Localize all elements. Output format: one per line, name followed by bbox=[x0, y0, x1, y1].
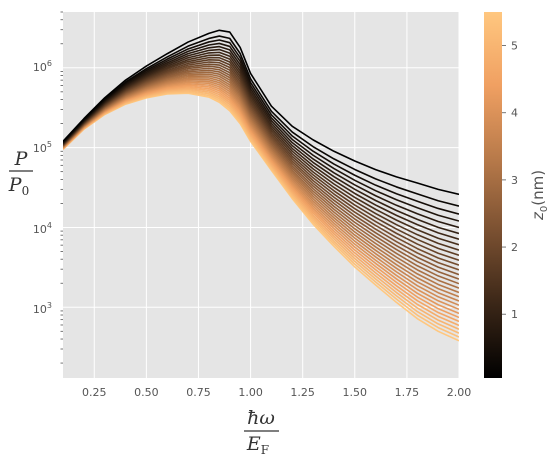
y-tick-label: 104 bbox=[33, 221, 52, 236]
x-tick-label: 1.75 bbox=[395, 386, 420, 399]
x-tick-label: 2.00 bbox=[447, 386, 472, 399]
z0-curve bbox=[63, 61, 459, 261]
z0-curve bbox=[63, 67, 459, 276]
colorbar-tick-label: 5 bbox=[511, 40, 518, 53]
x-tick-label: 0.25 bbox=[82, 386, 107, 399]
plot-area bbox=[63, 12, 459, 378]
z0-curve bbox=[63, 29, 459, 196]
y-tick-label: 103 bbox=[33, 301, 52, 316]
x-label-denominator: EF bbox=[246, 433, 269, 457]
x-tick-label: 1.00 bbox=[238, 386, 263, 399]
z0-curve bbox=[63, 51, 459, 241]
y-label-numerator: P bbox=[14, 148, 29, 170]
y-minor-ticks bbox=[60, 11, 63, 364]
z0-curve bbox=[63, 56, 459, 251]
x-tick-label: 0.75 bbox=[186, 386, 211, 399]
z0-curve bbox=[63, 42, 459, 222]
x-tick-label: 1.25 bbox=[290, 386, 315, 399]
z0-curve bbox=[63, 54, 459, 246]
y-label-denominator: P0 bbox=[8, 174, 29, 198]
y-tick-labels: 103 104 105 106 bbox=[33, 59, 52, 316]
z0-curve bbox=[63, 65, 459, 271]
z0-curve bbox=[63, 63, 459, 266]
z0-curve bbox=[63, 59, 459, 256]
colorbar-label: z0(nm) bbox=[529, 170, 550, 221]
y-axis-label: P P0 bbox=[8, 148, 33, 198]
z0-curve bbox=[63, 48, 459, 235]
x-label-numerator: ħω bbox=[247, 407, 275, 429]
x-axis-label: ħω EF bbox=[244, 407, 279, 457]
colorbar-ticks: 1 2 3 4 5 bbox=[502, 40, 518, 321]
colorbar-tick-label: 1 bbox=[511, 308, 518, 321]
z0-curve bbox=[63, 45, 459, 229]
curve-family bbox=[63, 29, 459, 342]
colorbar-tick-label: 4 bbox=[511, 107, 518, 120]
z0-curve bbox=[63, 35, 459, 207]
y-tick-label: 106 bbox=[33, 59, 52, 74]
colorbar bbox=[484, 12, 502, 378]
x-tick-label: 1.50 bbox=[343, 386, 368, 399]
colorbar-tick-label: 3 bbox=[511, 174, 518, 187]
x-tick-label: 0.50 bbox=[134, 386, 159, 399]
y-tick-label: 105 bbox=[33, 140, 52, 155]
x-tick-labels: 0.25 0.50 0.75 1.00 1.25 1.50 1.75 2.00 bbox=[82, 386, 471, 399]
z0-curve bbox=[63, 39, 459, 215]
colorbar-tick-label: 2 bbox=[511, 241, 518, 254]
